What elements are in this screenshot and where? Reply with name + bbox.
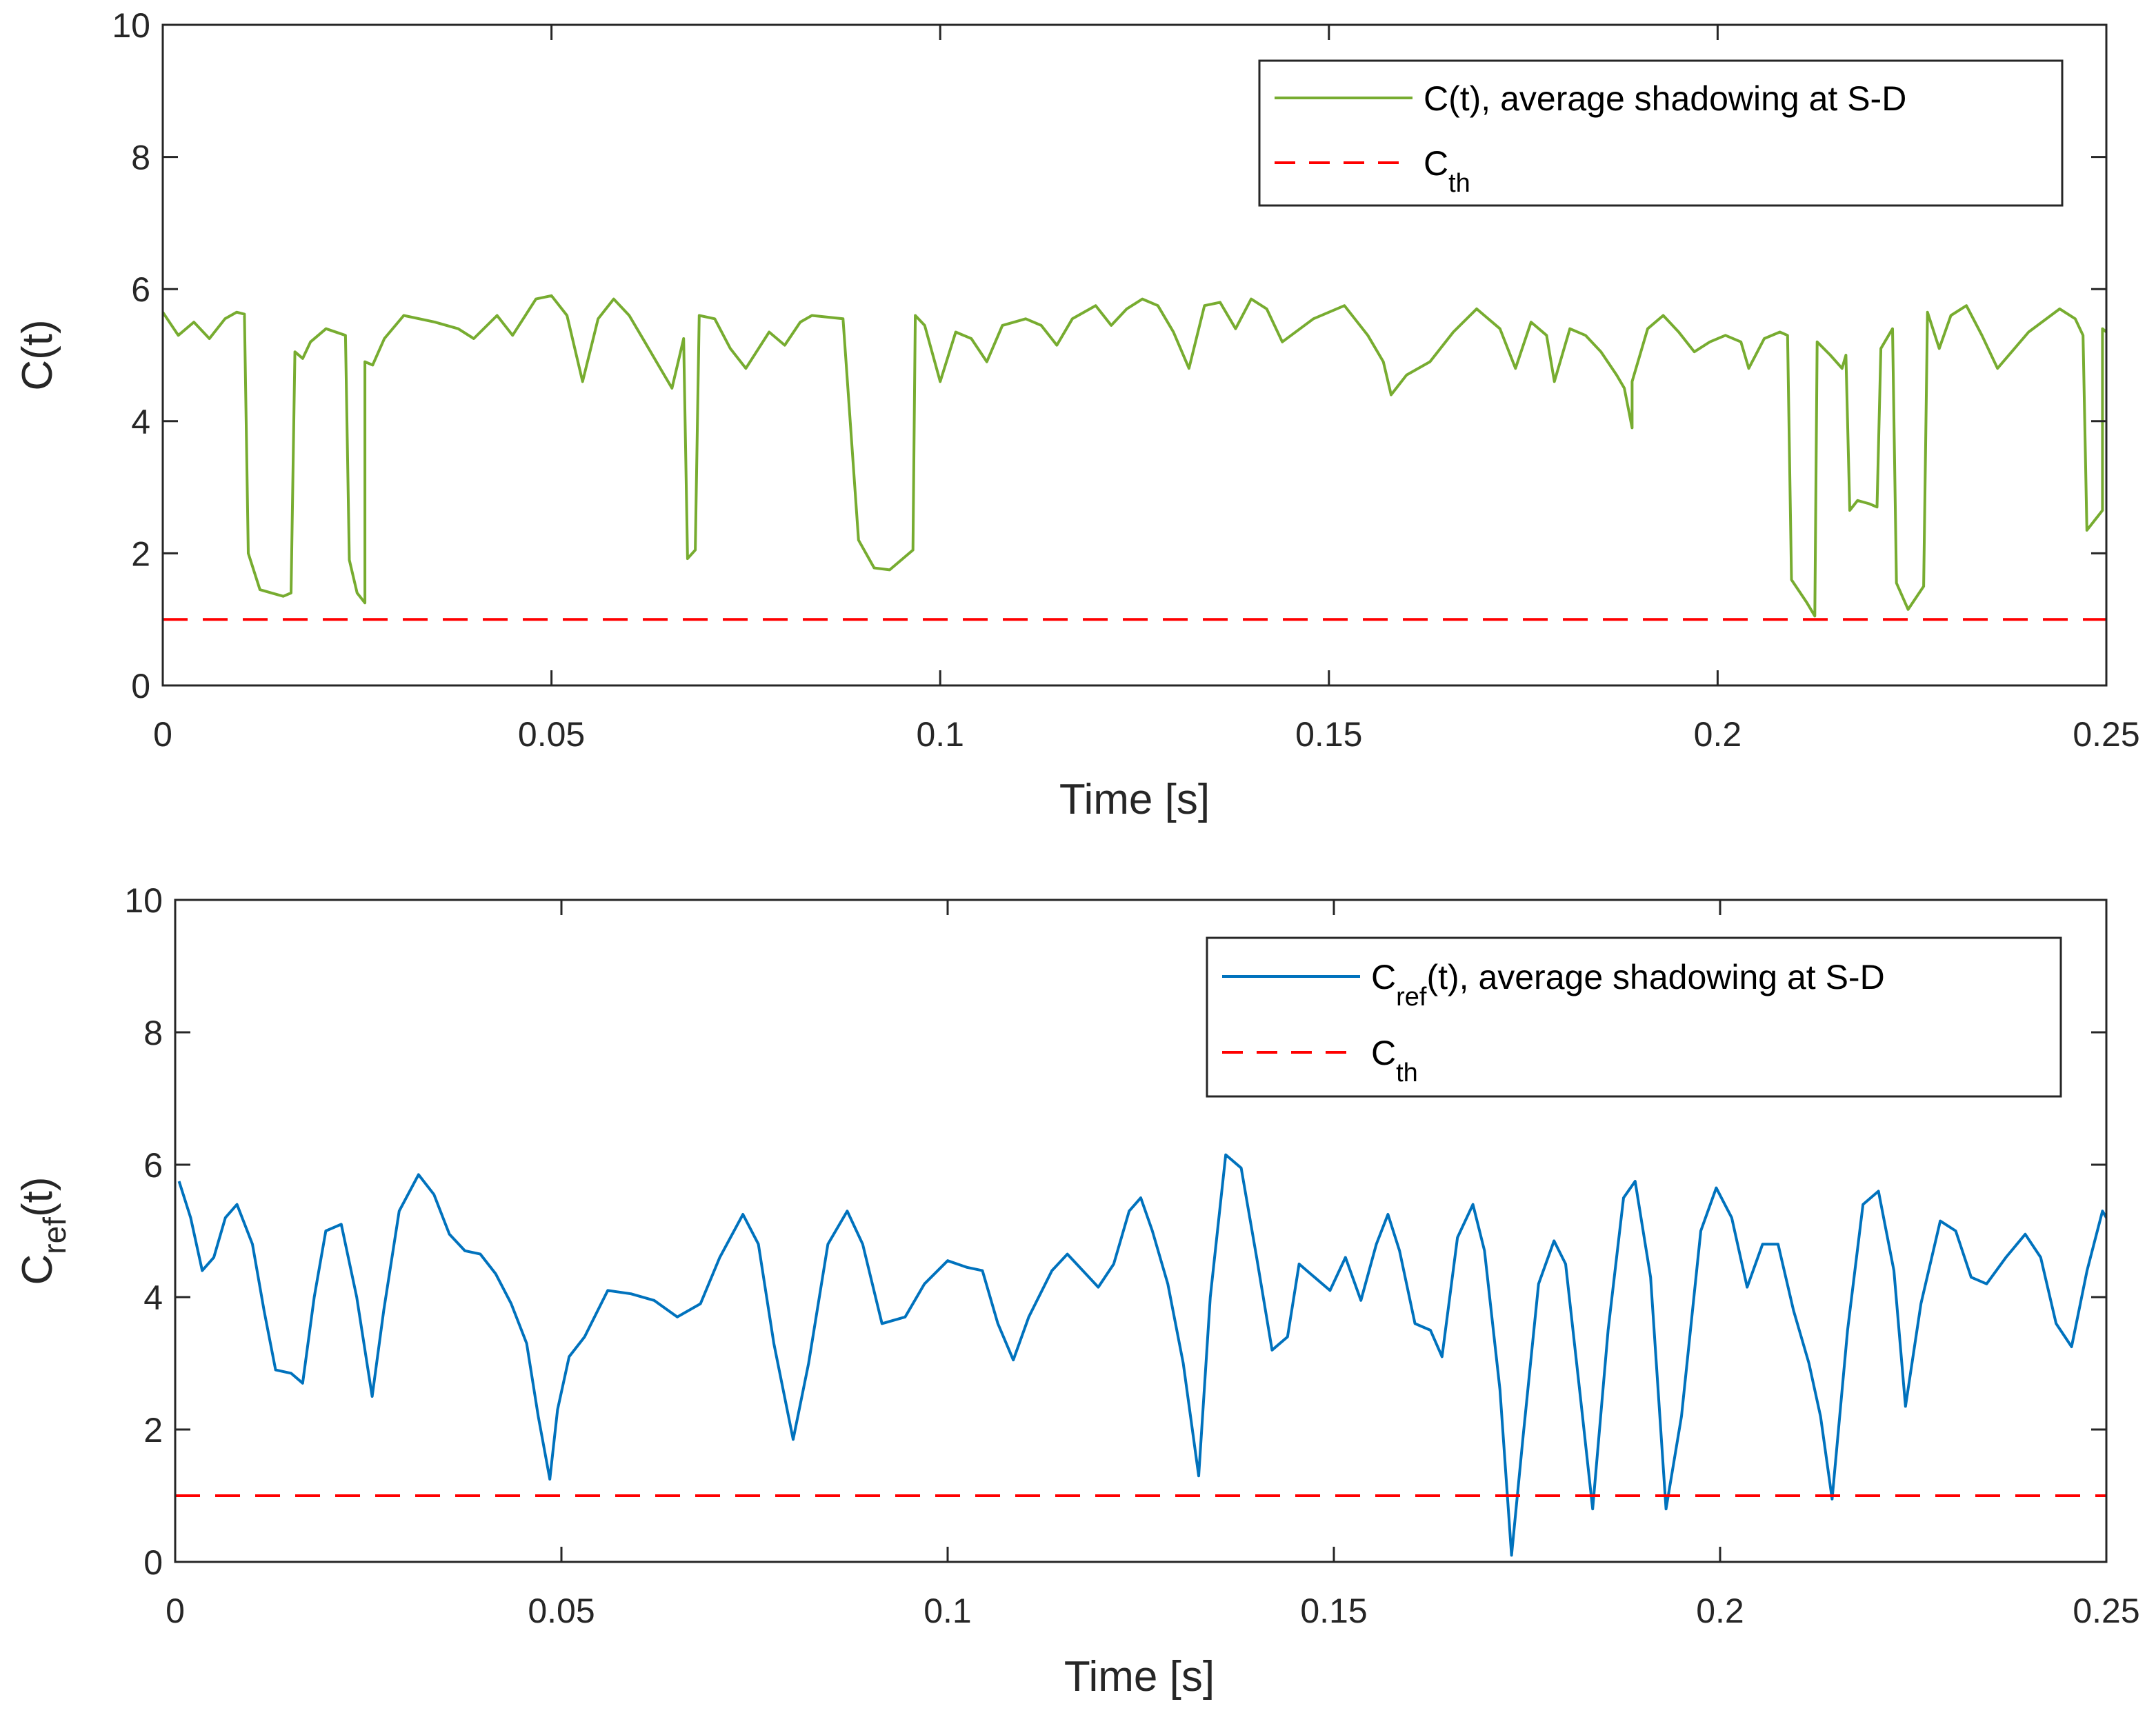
- panel-2-legend: Cref(t), average shadowing at S-D Cth: [1206, 936, 2062, 1098]
- panel-1-xtick-label: 0.1: [916, 715, 964, 754]
- panel-1-xtick-label: 0: [153, 715, 172, 754]
- panel-1-ticks: 0 0.05 0.1 0.15 0.2 0.25 0 2 4 6 8 10: [112, 6, 2139, 754]
- panel-2-ytick-label: 4: [143, 1278, 163, 1317]
- panel-2-legend-label-series-1: Cref(t), average shadowing at S-D: [1371, 958, 1885, 1012]
- panel-1-ytick-label: 8: [131, 139, 150, 177]
- legend-sub: th: [1396, 1059, 1418, 1087]
- ylabel-base: C: [14, 1254, 61, 1285]
- panel-2-xtick-label: 0.15: [1300, 1592, 1367, 1630]
- ylabel-sub: ref: [37, 1217, 72, 1254]
- legend-base: C: [1371, 958, 1396, 996]
- panel-1-xlabel: Time [s]: [1059, 776, 1210, 823]
- panel-2-xlabel: Time [s]: [1064, 1653, 1215, 1701]
- panel-2-ticks: 0 0.05 0.1 0.15 0.2 0.25 0 2 4 6 8 10: [124, 881, 2139, 1630]
- panel-1-ylabel: C(t): [14, 319, 61, 390]
- panel-1-legend: C(t), average shadowing at S-D Cth: [1258, 59, 2064, 207]
- panel-2-xtick-label: 0.2: [1696, 1592, 1744, 1630]
- panel-1-ytick-label: 0: [131, 667, 150, 705]
- legend-sub: th: [1448, 169, 1470, 198]
- panel-2-axes-box: [174, 899, 2108, 1563]
- panel-2-legend-label-threshold: Cth: [1371, 1034, 1418, 1087]
- legend-base: C(t), average shadowing at S-D: [1424, 79, 1906, 118]
- legend-base: C: [1424, 144, 1448, 183]
- legend-sub: ref: [1396, 983, 1427, 1012]
- panel-1-axes-box: [161, 23, 2108, 687]
- ylabel-suffix: (t): [14, 1177, 61, 1218]
- legend-suffix: (t), average shadowing at S-D: [1426, 958, 1884, 996]
- panel-1-ytick-label: 4: [131, 403, 150, 441]
- panel-2-ytick-label: 0: [143, 1543, 163, 1582]
- panel-1-plot-area: [163, 294, 2106, 621]
- panel-1-ytick-label: 6: [131, 270, 150, 309]
- panel-2-ylabel: Cref(t): [14, 1177, 72, 1285]
- panel-1-legend-label-series-1: C(t), average shadowing at S-D: [1424, 79, 1906, 118]
- panel-2-ytick-label: 2: [143, 1411, 163, 1450]
- panel-2-legend-box: [1206, 936, 2062, 1098]
- panel-2-ytick-label: 10: [124, 881, 163, 920]
- panel-1-ytick-label: 10: [112, 6, 150, 45]
- panel-2: 0 0.05 0.1 0.15 0.2 0.25 0 2 4 6 8 10 Time [s] Cref…: [14, 881, 2140, 1701]
- panel-2-xtick-label: 0: [166, 1592, 185, 1630]
- panel-2-xtick-label: 0.25: [2073, 1592, 2139, 1630]
- panel-1-xtick-label: 0.15: [1295, 715, 1362, 754]
- panel-1-xtick-label: 0.05: [518, 715, 585, 754]
- panel-2-series-line: [177, 1153, 2106, 1557]
- panel-2-xtick-label: 0.1: [924, 1592, 972, 1630]
- panel-1-legend-box: [1258, 59, 2064, 207]
- panel-2-ytick-label: 6: [143, 1146, 163, 1185]
- panel-1: 0 0.05 0.1 0.15 0.2 0.25 0 2 4 6 8 10 Time [s] C(t)…: [14, 6, 2140, 823]
- panel-1-legend-label-threshold: Cth: [1424, 144, 1470, 198]
- panel-2-plot-area: [175, 1153, 2106, 1557]
- panel-1-ytick-label: 2: [131, 534, 150, 573]
- panel-1-xtick-label: 0.25: [2073, 715, 2139, 754]
- panel-1-xtick-label: 0.2: [1694, 715, 1742, 754]
- legend-base: C: [1371, 1034, 1396, 1072]
- panel-2-xtick-label: 0.05: [528, 1592, 595, 1630]
- panel-1-series-line: [163, 294, 2106, 618]
- panel-2-ytick-label: 8: [143, 1014, 163, 1052]
